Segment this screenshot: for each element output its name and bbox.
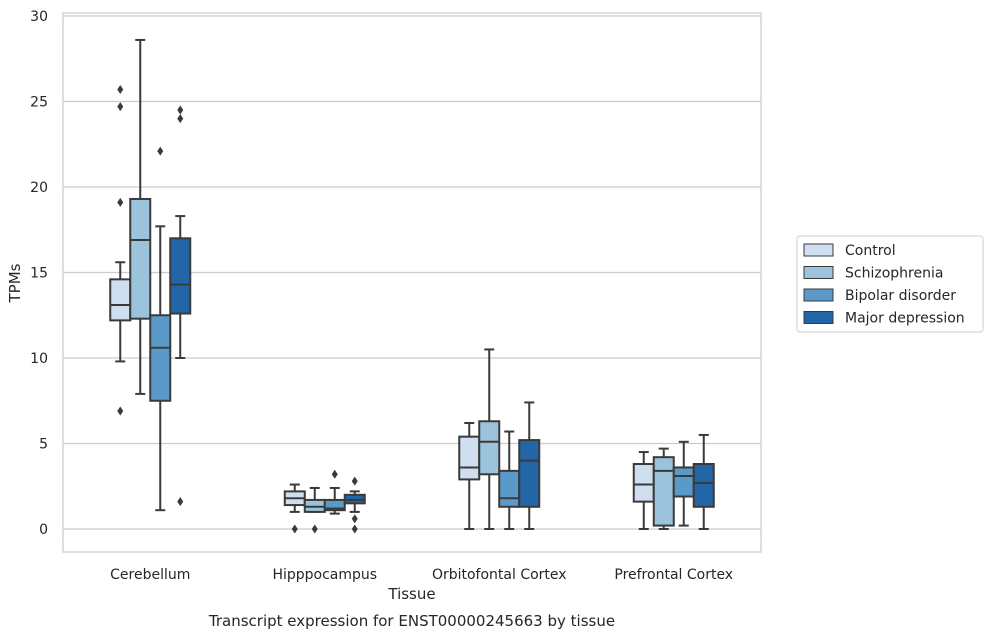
box-series [109,38,715,534]
legend-label: Schizophrenia [845,266,943,282]
legend-swatch [803,243,834,257]
box-iqr [652,456,675,527]
box-group [478,348,501,530]
box-group [149,146,172,512]
outlier-point [117,85,124,95]
box-iqr [169,237,192,315]
y-tick-label: 5 [39,437,48,453]
y-tick-label: 10 [30,351,48,367]
box-iqr [672,466,695,498]
box-group [652,447,675,530]
y-tick-labels: 0 5 10 15 20 25 30 [30,9,48,538]
x-tick-label: Cerebellum [110,567,190,583]
box-group [692,433,715,530]
outlier-point [351,514,358,524]
box-group [323,469,346,515]
box-iqr [109,278,132,322]
box-group [169,105,192,507]
outlier-point [117,406,124,416]
legend-swatch [803,311,834,324]
box-iqr [632,463,655,503]
box-group [283,483,306,534]
legend-label: Bipolar disorder [845,288,956,304]
y-tick-label: 0 [39,522,48,538]
x-tick-labels: Cerebellum Hipppocampus Orbitofontal Corte… [110,567,733,583]
legend-item: Schizophrenia [803,266,943,282]
y-tick-label: 25 [30,95,48,111]
box-group [632,451,655,530]
box-group [129,38,152,395]
series-schizophrenia [129,38,675,534]
y-tick-label: 15 [30,266,48,282]
legend-swatch [803,288,834,302]
outlier-point [331,469,338,479]
box-iqr [498,469,521,508]
outlier-point [117,102,124,112]
outlier-point [351,524,358,534]
box-iqr [478,420,501,476]
outlier-point [117,197,124,207]
y-tick-label: 20 [30,180,48,196]
outlier-point [311,524,318,534]
series-bipolar-disorder [149,146,695,530]
legend-label: Control [845,243,896,259]
box-iqr [458,435,481,481]
legend-item: Major depression [803,311,965,327]
x-axis-label: Tissue [387,585,435,603]
y-tick-label: 30 [30,9,48,25]
box-group [498,430,521,530]
x-tick-label: Prefrontal Cortex [614,567,733,583]
legend-swatch [803,266,834,279]
legend-frame [796,235,984,333]
box-iqr [149,314,172,402]
box-iqr [323,498,346,512]
outlier-point [157,146,164,156]
plot-area [62,12,762,553]
legend-item: Bipolar disorder [803,288,956,304]
legend-item: Control [803,243,896,259]
x-tick-label: Hipppocampus [272,567,377,583]
legend: Control Schizophrenia Bipolar disorder Majo… [796,235,984,333]
outlier-point [177,497,184,507]
outlier-point [177,105,184,115]
chart-title: Transcript expression for ENST0000024566… [208,612,615,630]
outlier-point [177,114,184,124]
box-iqr [518,439,541,508]
box-group [343,476,366,534]
box-group [518,401,541,530]
box-iqr [129,197,152,320]
box-group [109,85,132,416]
series-major-depression [169,105,715,534]
box-iqr [692,463,715,508]
outlier-point [291,524,298,534]
legend-label: Major depression [845,311,965,327]
box-group [458,421,481,530]
x-tick-label: Orbitofontal Cortex [432,567,567,583]
box-group [303,486,326,534]
outlier-point [351,476,358,486]
series-control [109,85,655,534]
box-group [672,440,695,527]
y-axis-label: TPMs [6,263,24,303]
